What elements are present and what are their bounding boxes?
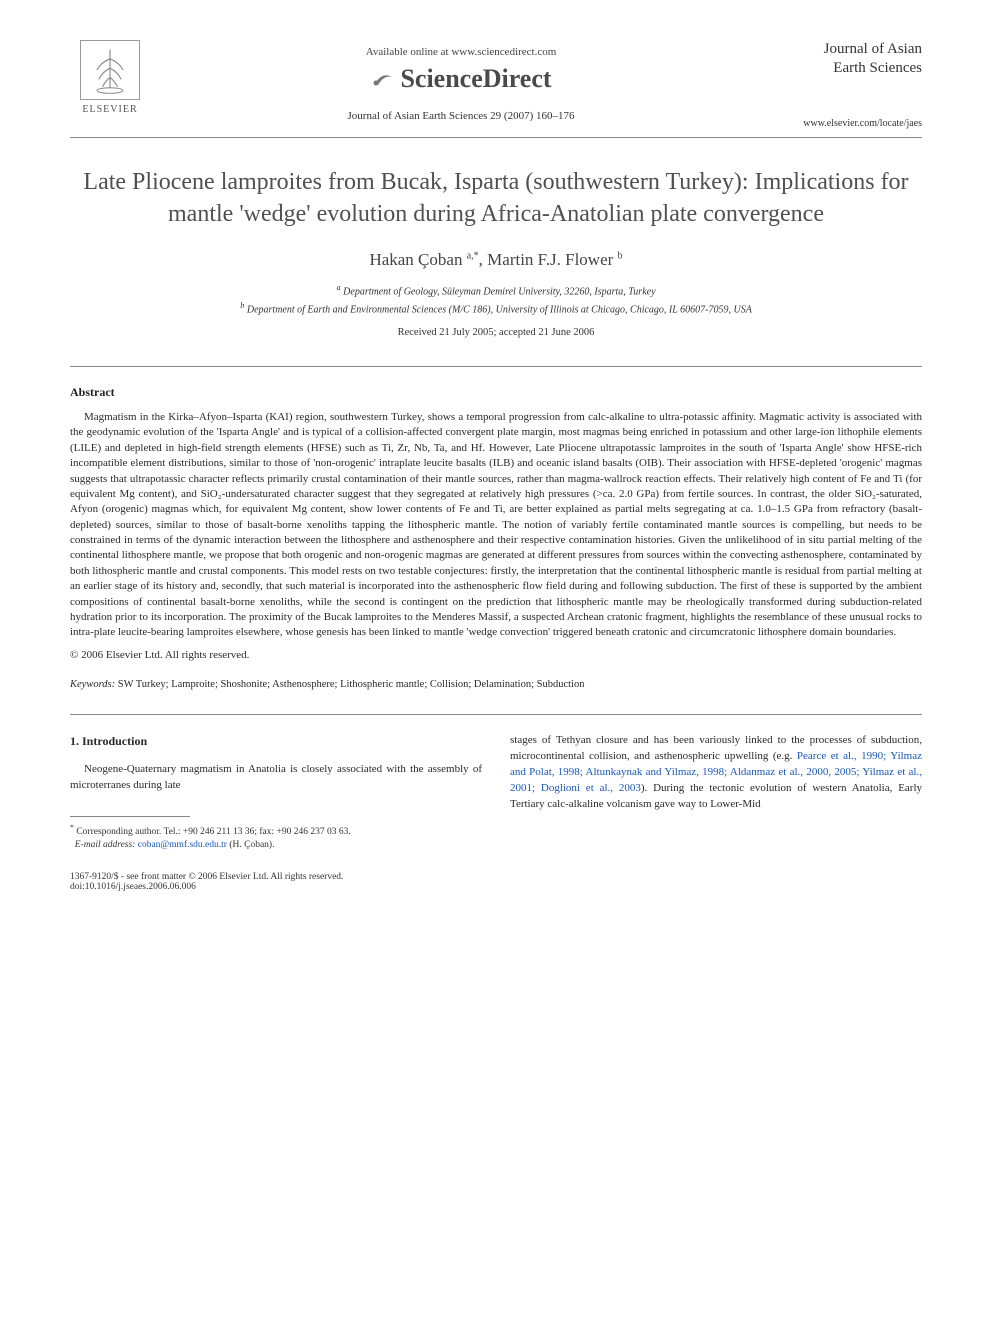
sciencedirect-swoosh-icon (370, 67, 394, 91)
header-rule (70, 137, 922, 138)
abstract-bottom-rule (70, 714, 922, 715)
author-2-sup: b (618, 251, 623, 262)
author-1-sup: a,* (467, 251, 479, 262)
abstract-body: Magmatism in the Kirka–Afyon–Isparta (KA… (70, 410, 922, 641)
available-online-text: Available online at www.sciencedirect.co… (150, 46, 772, 58)
author-2: Martin F.J. Flower (487, 250, 613, 269)
center-header: Available online at www.sciencedirect.co… (150, 40, 772, 122)
affiliations: a Department of Geology, Süleyman Demire… (70, 282, 922, 317)
elsevier-label: ELSEVIER (82, 104, 137, 115)
footnote-corr: Corresponding author. Tel.: +90 246 211 … (76, 827, 350, 837)
keywords-text: SW Turkey; Lamproite; Shoshonite; Asthen… (118, 679, 585, 690)
footer-front-matter: 1367-9120/$ - see front matter © 2006 El… (70, 872, 343, 882)
journal-url: www.elsevier.com/locate/jaes (772, 118, 922, 129)
body-columns: 1. Introduction Neogene-Quaternary magma… (70, 733, 922, 852)
footnote-rule (70, 816, 190, 817)
affiliation-a: Department of Geology, Süleyman Demirel … (343, 287, 655, 298)
intro-col2-text: stages of Tethyan closure and has been v… (510, 733, 922, 813)
column-right: stages of Tethyan closure and has been v… (510, 733, 922, 852)
right-header: Journal of Asian Earth Sciences www.else… (772, 40, 922, 129)
article-title: Late Pliocene lamproites from Bucak, Isp… (70, 166, 922, 231)
abstract-heading: Abstract (70, 385, 922, 400)
page-footer: 1367-9120/$ - see front matter © 2006 El… (70, 872, 922, 892)
footnote-email-suffix: (H. Çoban). (229, 840, 274, 850)
intro-col1-text: Neogene-Quaternary magmatism in Anatolia… (70, 762, 482, 794)
footer-left: 1367-9120/$ - see front matter © 2006 El… (70, 872, 343, 892)
keywords: Keywords: SW Turkey; Lamproite; Shoshoni… (70, 679, 922, 690)
keywords-label: Keywords: (70, 679, 115, 690)
article-dates: Received 21 July 2005; accepted 21 June … (70, 327, 922, 338)
footer-doi: doi:10.1016/j.jseaes.2006.06.006 (70, 882, 196, 892)
authors: Hakan Çoban a,*, Martin F.J. Flower b (70, 250, 922, 270)
elsevier-tree-icon (80, 40, 140, 100)
page-header: ELSEVIER Available online at www.science… (70, 40, 922, 129)
affiliation-b: Department of Earth and Environmental Sc… (247, 304, 752, 315)
abstract-copyright: © 2006 Elsevier Ltd. All rights reserved… (70, 649, 922, 661)
abstract-top-rule (70, 366, 922, 367)
elsevier-logo: ELSEVIER (70, 40, 150, 115)
corresponding-footnote: * Corresponding author. Tel.: +90 246 21… (70, 823, 482, 852)
journal-citation-line: Journal of Asian Earth Sciences 29 (2007… (150, 110, 772, 122)
intro-heading: 1. Introduction (70, 733, 482, 750)
footnote-email-label: E-mail address: (75, 840, 136, 850)
footnote-email[interactable]: coban@mmf.sdu.edu.tr (138, 840, 227, 850)
journal-name: Journal of Asian Earth Sciences (772, 40, 922, 78)
author-1: Hakan Çoban (369, 250, 462, 269)
sciencedirect-text: ScienceDirect (400, 64, 551, 94)
column-left: 1. Introduction Neogene-Quaternary magma… (70, 733, 482, 852)
sciencedirect-logo: ScienceDirect (370, 64, 551, 94)
